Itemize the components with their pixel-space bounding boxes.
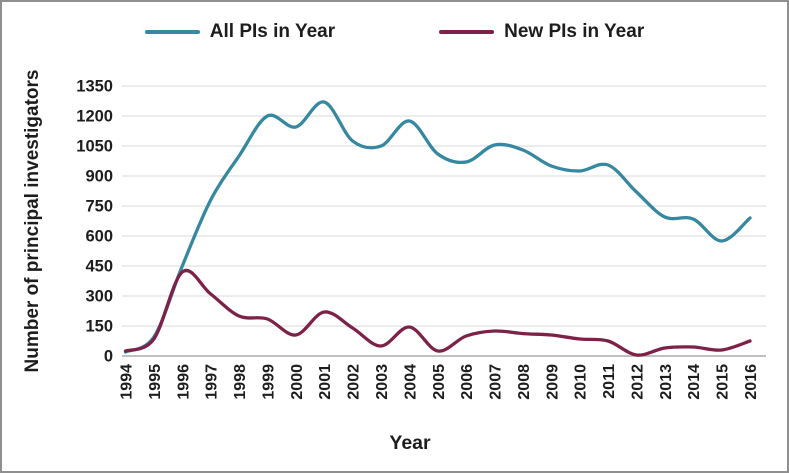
- legend-label-all-pis: All PIs in Year: [209, 21, 336, 42]
- x-tick-label: 2001: [317, 364, 334, 400]
- x-tick-label: 2013: [658, 364, 675, 400]
- x-tick-label: 2012: [629, 364, 646, 400]
- legend-item-all-pis: All PIs in Year: [144, 21, 336, 43]
- y-axis-title: Number of principal investigators: [22, 70, 43, 373]
- y-tick-label: 1350: [76, 78, 113, 96]
- legend-label-new-pis: New PIs in Year: [504, 21, 645, 42]
- legend-line-swatch-all-pis: [144, 30, 200, 34]
- legend-line-swatch-new-pis: [439, 30, 495, 34]
- y-tick-label: 0: [104, 348, 113, 366]
- y-tick-label: 150: [85, 318, 113, 336]
- chart-legend: All PIs in Year New PIs in Year: [2, 21, 787, 43]
- x-tick-label: 2016: [743, 364, 760, 400]
- x-tick-label: 1999: [260, 364, 277, 400]
- x-tick-label: 2005: [431, 364, 448, 400]
- y-tick-label: 1050: [76, 138, 113, 156]
- x-tick-label: 1996: [175, 364, 192, 400]
- x-tick-label: 2006: [459, 364, 476, 400]
- x-tick-label: 1997: [204, 364, 221, 400]
- x-tick-label: 2002: [346, 364, 363, 400]
- x-tick-label: 2003: [374, 364, 391, 400]
- x-tick-label: 2014: [686, 364, 703, 400]
- x-tick-label: 1995: [147, 364, 164, 400]
- x-tick-label: 2007: [488, 364, 505, 400]
- legend-item-new-pis: New PIs in Year: [439, 21, 644, 43]
- x-tick-label: 2004: [402, 364, 419, 400]
- x-tick-label: 2011: [601, 364, 618, 399]
- x-tick-label: 2010: [573, 364, 590, 400]
- x-axis-title: Year: [389, 432, 431, 454]
- x-tick-label: 1994: [119, 364, 136, 400]
- x-tick-label: 2008: [516, 364, 533, 400]
- x-tick-label: 1998: [232, 364, 249, 400]
- series-line-all-pis-in-year: [123, 100, 752, 354]
- y-tick-label: 1200: [76, 108, 113, 126]
- y-tick-label: 600: [85, 228, 113, 246]
- series-line-new-pis-in-year: [123, 268, 752, 357]
- x-tick-label: 2000: [289, 364, 306, 400]
- x-tick-label: 2015: [715, 364, 732, 400]
- x-tick-label: 2009: [544, 364, 561, 400]
- y-tick-label: 450: [85, 258, 113, 276]
- y-tick-label: 900: [85, 168, 113, 186]
- y-tick-label: 300: [85, 288, 113, 306]
- y-tick-label: 750: [85, 198, 113, 216]
